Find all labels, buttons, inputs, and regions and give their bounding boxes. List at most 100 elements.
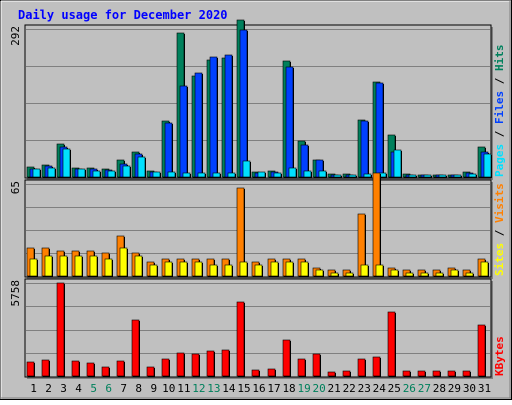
x-tick-label-6: 6 [105,382,112,395]
bar-kbytes-day-30 [462,370,471,377]
bar-kbytes-day-3 [56,282,65,377]
x-tick-label-16: 16 [252,382,265,395]
bar-sites-day-29 [450,269,459,277]
bar-pages-day-13 [212,172,221,178]
bar-pages-day-30 [468,173,477,178]
bar-sites-day-3 [59,255,68,277]
bar-sites-day-22 [345,272,354,277]
bar-files-day-18 [285,66,294,178]
bar-kbytes-day-28 [432,370,441,377]
bar-pages-day-1 [32,168,41,178]
bar-kbytes-day-20 [312,353,321,377]
legend-entry: KBytes [493,336,506,376]
legend-entry: Pages [493,144,506,177]
bar-kbytes-day-24 [372,356,381,377]
x-tick-label-28: 28 [433,382,446,395]
bar-sites-day-17 [270,261,279,277]
bar-pages-day-28 [438,174,447,178]
bar-pages-day-17 [273,172,282,178]
bar-pages-day-5 [92,170,101,178]
bar-sites-day-7 [119,247,128,277]
bar-files-day-15 [239,29,248,178]
x-tick-label-4: 4 [75,382,82,395]
bar-sites-day-26 [405,272,414,277]
x-tick-label-29: 29 [448,382,461,395]
x-tick-label-18: 18 [282,382,295,395]
bar-kbytes-day-16 [251,369,260,377]
panel-frame [24,278,492,378]
bar-pages-day-21 [333,174,342,178]
bar-files-day-24 [375,82,384,178]
bar-sites-day-28 [435,272,444,277]
bar-sites-day-18 [285,261,294,277]
series-legend: Sites / Visits [493,183,506,276]
legend-entry: Hits [493,45,506,72]
bar-sites-day-4 [74,255,83,277]
x-tick-label-5: 5 [90,382,97,395]
bar-pages-day-3 [62,148,71,178]
bar-sites-day-10 [164,261,173,277]
bar-pages-day-23 [363,173,372,178]
y-max-label: 5758 [9,280,22,307]
bar-kbytes-day-5 [86,362,95,377]
panels-group: 292 Pages / Files / Hits 65 Sites / Visits 5… [9,19,506,379]
bar-kbytes-day-19 [297,358,306,377]
bar-sites-day-11 [179,261,188,277]
bar-pages-day-6 [107,170,116,178]
bar-sites-day-5 [89,255,98,277]
bar-pages-day-14 [227,172,236,178]
bar-pages-day-22 [348,174,357,178]
bar-kbytes-day-17 [267,368,276,377]
x-tick-label-23: 23 [358,382,371,395]
bar-kbytes-day-31 [477,324,486,377]
bar-files-day-13 [209,56,218,178]
bar-sites-day-8 [134,255,143,277]
bar-pages-day-7 [122,165,131,178]
bar-kbytes-day-23 [357,358,366,377]
x-tick-label-2: 2 [45,382,52,395]
x-tick-label-22: 22 [343,382,356,395]
legend-entry: Files [493,91,506,124]
bar-files-day-12 [194,72,203,178]
bar-sites-day-20 [315,269,324,277]
bar-pages-day-20 [318,170,327,178]
x-tick-label-12: 12 [192,382,205,395]
bar-pages-day-16 [257,171,266,178]
bar-kbytes-day-27 [417,370,426,377]
bar-pages-day-2 [47,167,56,178]
bar-files-day-11 [179,85,188,178]
bar-pages-day-19 [303,170,312,178]
x-tick-label-9: 9 [150,382,157,395]
x-tick-label-11: 11 [177,382,190,395]
x-tick-label-17: 17 [267,382,280,395]
bar-kbytes-day-25 [387,311,396,377]
x-tick-label-14: 14 [222,382,236,395]
x-tick-label-8: 8 [135,382,142,395]
bar-sites-day-27 [420,272,429,277]
x-tick-label-19: 19 [297,382,310,395]
bar-pages-day-4 [77,168,86,178]
bar-kbytes-day-7 [116,360,125,377]
bar-kbytes-day-1 [26,361,35,377]
bar-sites-day-30 [465,272,474,277]
bar-pages-day-15 [242,160,251,178]
x-tick-label-30: 30 [463,382,476,395]
x-tick-label-1: 1 [30,382,37,395]
bar-kbytes-day-13 [206,350,215,377]
bar-sites-day-14 [224,264,233,277]
series-legend: Pages / Files / Hits [493,45,506,178]
bar-pages-day-9 [152,171,161,178]
bar-files-day-14 [224,54,233,178]
bar-pages-day-25 [393,149,402,178]
bar-sites-day-21 [330,272,339,277]
bar-kbytes-day-15 [236,301,245,377]
x-tick-label-3: 3 [60,382,67,395]
bar-sites-day-2 [44,255,53,277]
bar-visits-day-24 [372,172,381,277]
bar-sites-day-1 [29,258,38,277]
bar-sites-day-24 [375,264,384,277]
x-tick-label-10: 10 [162,382,175,395]
legend-entry: Sites [493,243,506,276]
legend-entry: / [493,124,506,144]
